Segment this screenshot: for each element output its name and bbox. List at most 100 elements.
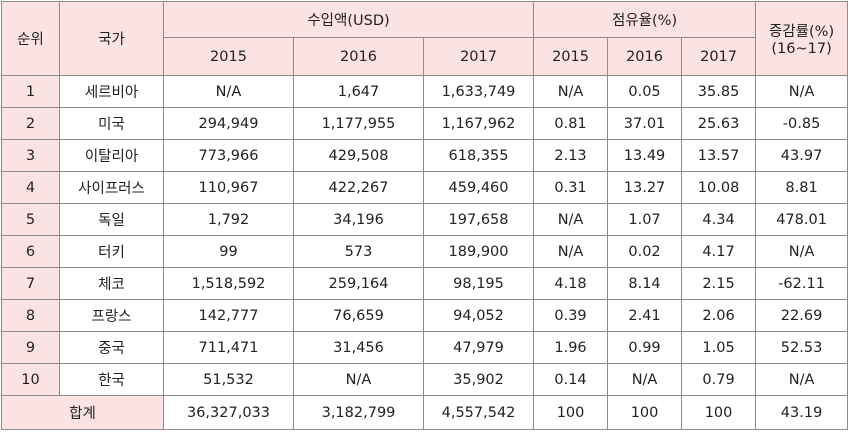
cell-import-2016: 34,196 bbox=[293, 203, 424, 236]
cell-growth: -0.85 bbox=[755, 107, 848, 140]
cell-country: 독일 bbox=[59, 203, 164, 236]
cell-import-2017: 47,979 bbox=[422, 331, 535, 364]
cell-import-2017: 1,633,749 bbox=[422, 75, 535, 108]
header-import-value: 수입액(USD) bbox=[162, 1, 535, 38]
cell-import-2017: 197,658 bbox=[422, 203, 535, 236]
header-import-year: 2016 bbox=[293, 37, 424, 76]
cell-growth: N/A bbox=[755, 363, 848, 396]
cell-share-2016: 13.27 bbox=[607, 171, 683, 204]
cell-import-2015: N/A bbox=[163, 75, 294, 108]
table-row: 3 이탈리아 773,966 429,508 618,355 2.13 13.49 13.57… bbox=[1, 139, 848, 172]
table-row: 9 중국 711,471 31,456 47,979 1.96 0.99 1.05 52.53 bbox=[1, 331, 848, 364]
total-import-2017: 4,557,542 bbox=[422, 395, 535, 430]
header-growth: 증감률(%) (16~17) bbox=[755, 1, 848, 76]
table-body: 1 세르비아 N/A 1,647 1,633,749 N/A 0.05 35.85 N/A 2 미국… bbox=[1, 75, 848, 396]
cell-country: 사이프러스 bbox=[59, 171, 164, 204]
cell-share-2016: 8.14 bbox=[607, 267, 683, 300]
table-row: 5 독일 1,792 34,196 197,658 N/A 1.07 4.34 478.01 bbox=[1, 203, 848, 236]
cell-growth: -62.11 bbox=[755, 267, 848, 300]
cell-share-2016: N/A bbox=[607, 363, 683, 396]
cell-country: 중국 bbox=[59, 331, 164, 364]
cell-import-2017: 35,902 bbox=[422, 363, 535, 396]
cell-share-2017: 1.05 bbox=[681, 331, 757, 364]
cell-rank: 3 bbox=[1, 139, 60, 172]
cell-import-2017: 1,167,962 bbox=[422, 107, 535, 140]
cell-import-2015: 110,967 bbox=[163, 171, 294, 204]
cell-rank: 4 bbox=[1, 171, 60, 204]
cell-country: 프랑스 bbox=[59, 299, 164, 332]
cell-country: 터키 bbox=[59, 235, 164, 268]
header-share-year: 2015 bbox=[533, 37, 609, 76]
table-row: 7 체코 1,518,592 259,164 98,195 4.18 8.14 2.15 -62… bbox=[1, 267, 848, 300]
total-share-2015: 100 bbox=[533, 395, 609, 430]
cell-growth: 43.97 bbox=[755, 139, 848, 172]
cell-share-2015: 0.39 bbox=[533, 299, 609, 332]
table-row: 8 프랑스 142,777 76,659 94,052 0.39 2.41 2.06 22.69 bbox=[1, 299, 848, 332]
cell-share-2015: N/A bbox=[533, 75, 609, 108]
cell-share-2017: 4.17 bbox=[681, 235, 757, 268]
cell-growth: 52.53 bbox=[755, 331, 848, 364]
cell-share-2017: 0.79 bbox=[681, 363, 757, 396]
total-label: 합계 bbox=[1, 395, 164, 430]
cell-share-2017: 25.63 bbox=[681, 107, 757, 140]
cell-growth: 478.01 bbox=[755, 203, 848, 236]
cell-import-2016: 1,647 bbox=[293, 75, 424, 108]
cell-share-2016: 13.49 bbox=[607, 139, 683, 172]
total-row: 합계 36,327,033 3,182,799 4,557,542 100 10… bbox=[1, 395, 848, 430]
table-row: 6 터키 99 573 189,900 N/A 0.02 4.17 N/A bbox=[1, 235, 848, 268]
cell-share-2015: 0.31 bbox=[533, 171, 609, 204]
cell-rank: 1 bbox=[1, 75, 60, 108]
cell-growth: 22.69 bbox=[755, 299, 848, 332]
table-row: 10 한국 51,532 N/A 35,902 0.14 N/A 0.79 N/A bbox=[1, 363, 848, 396]
cell-import-2017: 94,052 bbox=[422, 299, 535, 332]
cell-share-2017: 10.08 bbox=[681, 171, 757, 204]
cell-rank: 7 bbox=[1, 267, 60, 300]
total-share-2017: 100 bbox=[681, 395, 757, 430]
cell-rank: 6 bbox=[1, 235, 60, 268]
cell-import-2015: 711,471 bbox=[163, 331, 294, 364]
table-row: 1 세르비아 N/A 1,647 1,633,749 N/A 0.05 35.85 N/A bbox=[1, 75, 848, 108]
cell-growth: N/A bbox=[755, 75, 848, 108]
cell-share-2015: 0.81 bbox=[533, 107, 609, 140]
cell-share-2016: 0.02 bbox=[607, 235, 683, 268]
cell-share-2017: 2.15 bbox=[681, 267, 757, 300]
cell-import-2016: 76,659 bbox=[293, 299, 424, 332]
cell-share-2017: 13.57 bbox=[681, 139, 757, 172]
total-import-2016: 3,182,799 bbox=[293, 395, 424, 430]
cell-import-2017: 618,355 bbox=[422, 139, 535, 172]
cell-share-2015: N/A bbox=[533, 203, 609, 236]
cell-import-2015: 1,518,592 bbox=[163, 267, 294, 300]
cell-rank: 8 bbox=[1, 299, 60, 332]
cell-share-2015: N/A bbox=[533, 235, 609, 268]
cell-import-2015: 142,777 bbox=[163, 299, 294, 332]
cell-import-2017: 98,195 bbox=[422, 267, 535, 300]
cell-growth: 8.81 bbox=[755, 171, 848, 204]
cell-share-2017: 4.34 bbox=[681, 203, 757, 236]
header-share: 점유율(%) bbox=[533, 1, 757, 38]
cell-import-2016: N/A bbox=[293, 363, 424, 396]
header-growth-line1: 증감률(%) bbox=[769, 24, 835, 40]
total-growth: 43.19 bbox=[755, 395, 848, 430]
total-share-2016: 100 bbox=[607, 395, 683, 430]
cell-share-2016: 2.41 bbox=[607, 299, 683, 332]
cell-share-2015: 4.18 bbox=[533, 267, 609, 300]
cell-import-2015: 1,792 bbox=[163, 203, 294, 236]
cell-country: 한국 bbox=[59, 363, 164, 396]
header-import-year: 2017 bbox=[422, 37, 535, 76]
cell-share-2016: 0.99 bbox=[607, 331, 683, 364]
import-statistics-table: 순위 국가 수입액(USD) 점유율(%) 증감률(%) (16~17) 201… bbox=[1, 1, 848, 430]
cell-import-2016: 31,456 bbox=[293, 331, 424, 364]
cell-import-2016: 573 bbox=[293, 235, 424, 268]
cell-country: 세르비아 bbox=[59, 75, 164, 108]
cell-share-2017: 2.06 bbox=[681, 299, 757, 332]
cell-import-2015: 51,532 bbox=[163, 363, 294, 396]
cell-country: 체코 bbox=[59, 267, 164, 300]
cell-rank: 2 bbox=[1, 107, 60, 140]
cell-share-2015: 1.96 bbox=[533, 331, 609, 364]
header-share-year: 2016 bbox=[607, 37, 683, 76]
cell-import-2015: 773,966 bbox=[163, 139, 294, 172]
header-share-year: 2017 bbox=[681, 37, 757, 76]
cell-import-2015: 99 bbox=[163, 235, 294, 268]
cell-share-2017: 35.85 bbox=[681, 75, 757, 108]
cell-share-2015: 2.13 bbox=[533, 139, 609, 172]
